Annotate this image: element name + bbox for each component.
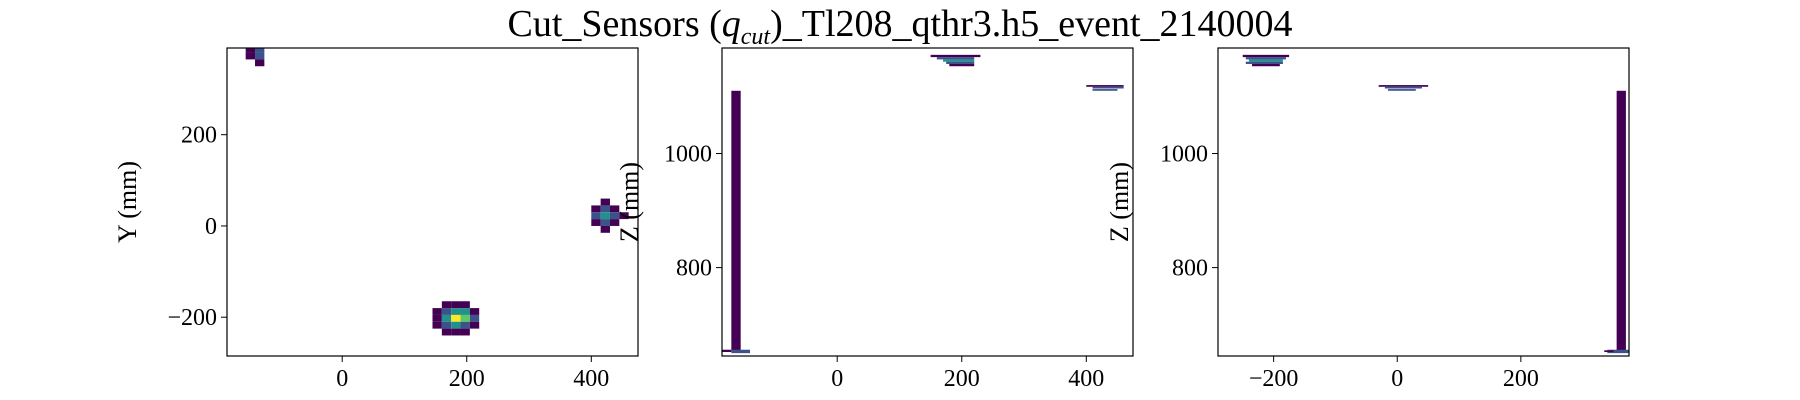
heatmap-cells (245, 48, 629, 336)
x-tick-label: 0 (831, 366, 843, 392)
x-tick-label: 200 (1503, 366, 1539, 392)
axes-frame (1217, 47, 1630, 357)
heatmap-cell (469, 321, 480, 329)
heatmap-cell (1604, 350, 1614, 353)
heatmap-cell (591, 212, 601, 220)
heatmap-cell (591, 219, 601, 226)
heatmap-cell (451, 308, 461, 315)
heatmap-cell (943, 59, 975, 62)
heatmap-cell (1092, 89, 1118, 91)
heatmap-cell (1616, 90, 1626, 351)
x-tick-label: 0 (336, 366, 348, 392)
y-tick-label: 200 (181, 123, 217, 149)
axes-frame (721, 47, 1134, 357)
heatmap-cell (946, 61, 975, 64)
heatmap-cell (255, 52, 265, 60)
heatmap-cell (1248, 59, 1283, 62)
heatmap-cell (600, 212, 610, 220)
heatmap-cell (731, 90, 741, 351)
heatmap-cell (441, 328, 452, 336)
heatmap-cell (441, 321, 452, 329)
x-tick-label: 200 (449, 366, 485, 392)
heatmap-cell (600, 225, 610, 233)
heatmap-cell (460, 314, 470, 322)
heatmap-cell (1245, 57, 1286, 60)
heatmap-cell (432, 321, 442, 329)
heatmap-cell (591, 205, 601, 213)
heatmap-cell (255, 48, 265, 53)
figure-title-part1: Cut_Sensors ( (507, 3, 721, 45)
x-tick-label: 400 (573, 366, 609, 392)
y-tick-label: 800 (1172, 256, 1208, 282)
heatmap-cell (1242, 54, 1290, 58)
heatmap-cell (441, 301, 452, 309)
heatmap-cell (460, 321, 470, 329)
heatmap-cell (460, 301, 470, 309)
figure-title-part2: )_Tl208_qthr3.h5_event_2140004 (770, 3, 1292, 45)
y-tick-label: 1000 (1160, 142, 1208, 168)
heatmap-cell (1384, 86, 1422, 89)
figure-title-sub: cut (741, 24, 772, 50)
heatmap-cells (1242, 54, 1629, 354)
heatmap-cell (609, 219, 620, 226)
heatmap-cell (255, 59, 265, 67)
figure-title-q: q (722, 3, 741, 45)
axes-frame (226, 47, 639, 357)
y-tick-label: −200 (167, 305, 217, 331)
heatmap-cell (451, 328, 461, 336)
heatmap-cell (1387, 89, 1416, 91)
heatmap-cell (451, 301, 461, 309)
panel-yz: −200 0 200 800 1000 Z (mm) (1105, 47, 1630, 392)
heatmap-cell (609, 205, 620, 213)
heatmap-cell (1086, 85, 1124, 87)
heatmap-cell (1607, 349, 1629, 354)
heatmap-cell (619, 212, 629, 220)
x-tick-label: 0 (1391, 366, 1403, 392)
heatmap-cell (1251, 63, 1280, 67)
heatmap-cell (1245, 61, 1283, 64)
y-tick-label: 1000 (664, 142, 712, 168)
heatmap-cell (949, 63, 975, 67)
heatmap-cell (469, 308, 480, 315)
y-tick-label: 0 (205, 214, 217, 240)
y-axis-label: Z (mm) (1105, 162, 1134, 242)
heatmap-cell (722, 349, 732, 353)
heatmap-cells (722, 54, 1124, 354)
heatmap-cell (441, 314, 452, 322)
heatmap-cell (936, 57, 975, 60)
heatmap-cell (245, 52, 256, 60)
heatmap-cell (460, 328, 470, 336)
heatmap-cell (1092, 86, 1124, 89)
heatmap-cell (432, 308, 442, 315)
heatmap-cell (451, 314, 461, 322)
panel-xy: 0 200 400 −200 0 200 Y (mm) (113, 47, 639, 392)
x-tick-label: 200 (944, 366, 980, 392)
heatmap-cell (469, 314, 480, 322)
heatmap-cell (600, 198, 610, 206)
heatmap-cell (600, 219, 610, 226)
figure-title: Cut_Sensors (qcut)_Tl208_qthr3.h5_event_… (507, 3, 1292, 50)
heatmap-cell (245, 48, 256, 53)
panel-xz: 0 200 400 800 1000 Z (mm) (615, 47, 1134, 392)
heatmap-cell (432, 314, 442, 322)
heatmap-cell (460, 308, 470, 315)
y-axis-label: Z (mm) (615, 162, 644, 242)
heatmap-cell (731, 349, 751, 354)
heatmap-cell (451, 321, 461, 329)
heatmap-cell (600, 205, 610, 213)
heatmap-cell (441, 308, 452, 315)
heatmap-cell (1378, 85, 1429, 87)
x-tick-label: −200 (1249, 366, 1299, 392)
x-tick-label: 400 (1068, 366, 1104, 392)
y-tick-label: 800 (676, 256, 712, 282)
heatmap-cell (609, 212, 620, 220)
heatmap-cell (930, 54, 981, 58)
y-axis-label: Y (mm) (113, 161, 142, 243)
